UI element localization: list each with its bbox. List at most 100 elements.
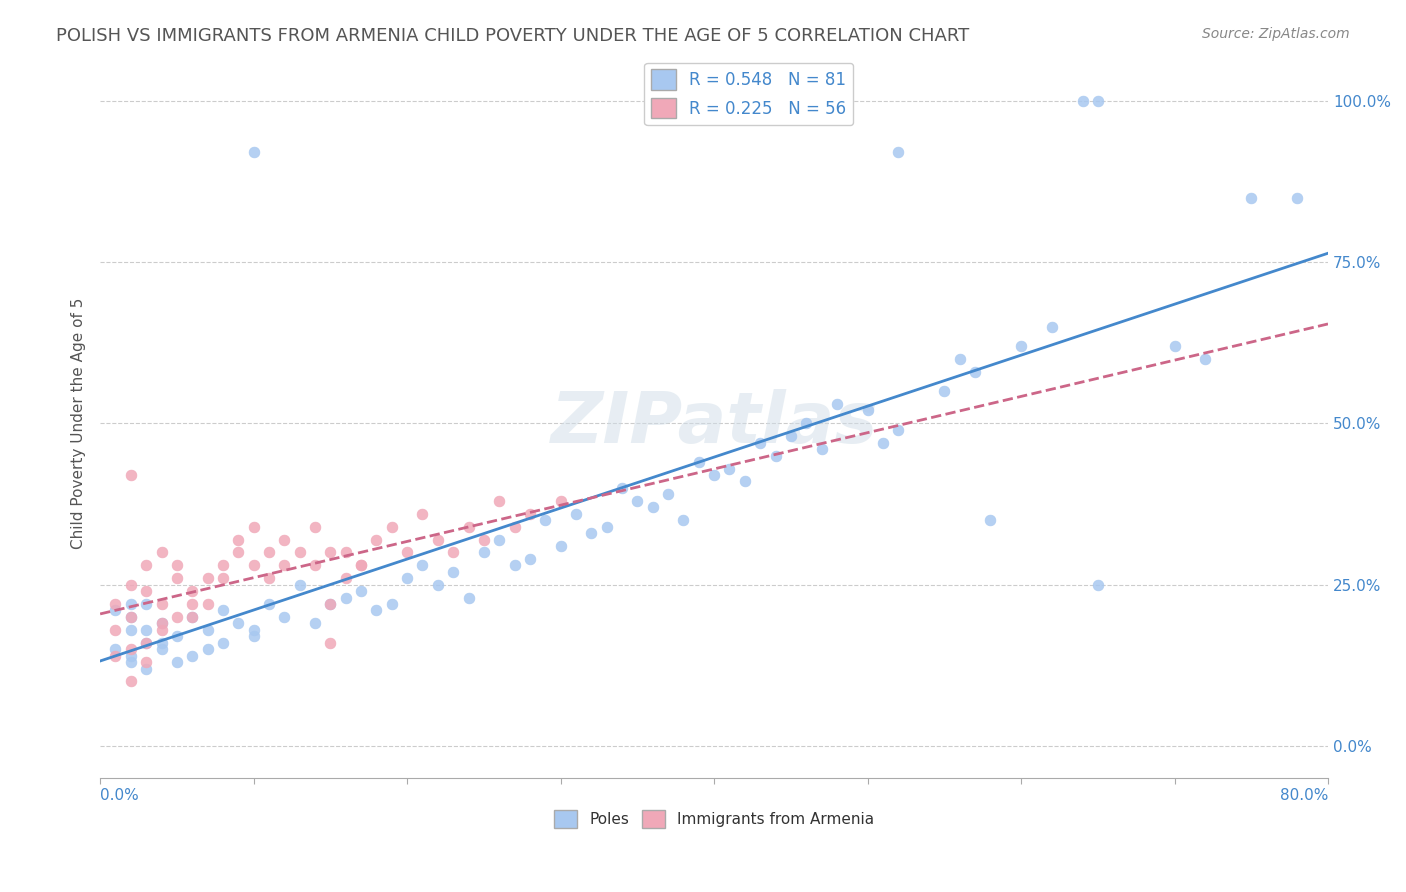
Point <box>166 629 188 643</box>
Point <box>304 616 326 631</box>
Point <box>457 519 479 533</box>
Point <box>319 597 342 611</box>
Point <box>381 519 404 533</box>
Point <box>166 610 188 624</box>
Point <box>1010 339 1032 353</box>
Point <box>610 481 633 495</box>
Point <box>319 545 342 559</box>
Point <box>135 661 157 675</box>
Point <box>120 655 142 669</box>
Point <box>488 533 510 547</box>
Point <box>335 591 357 605</box>
Point <box>565 507 588 521</box>
Point <box>825 397 848 411</box>
Point <box>273 610 295 624</box>
Point <box>534 513 557 527</box>
Point <box>1040 319 1063 334</box>
Point <box>641 500 664 515</box>
Point <box>672 513 695 527</box>
Point <box>197 597 219 611</box>
Point <box>150 642 173 657</box>
Point <box>135 623 157 637</box>
Point <box>1240 190 1263 204</box>
Point <box>135 584 157 599</box>
Point <box>703 467 725 482</box>
Point <box>503 519 526 533</box>
Point <box>872 435 894 450</box>
Point <box>181 610 204 624</box>
Point <box>135 558 157 573</box>
Point <box>441 545 464 559</box>
Point <box>411 558 433 573</box>
Point <box>120 674 142 689</box>
Point <box>135 636 157 650</box>
Point <box>273 558 295 573</box>
Point <box>1163 339 1185 353</box>
Point <box>120 610 142 624</box>
Point <box>949 351 972 366</box>
Point <box>150 616 173 631</box>
Point <box>242 629 264 643</box>
Point <box>887 423 910 437</box>
Point <box>718 461 741 475</box>
Point <box>426 577 449 591</box>
Point <box>734 475 756 489</box>
Point <box>197 623 219 637</box>
Point <box>257 571 280 585</box>
Point <box>304 519 326 533</box>
Point <box>212 636 235 650</box>
Point <box>104 623 127 637</box>
Point <box>104 642 127 657</box>
Point <box>503 558 526 573</box>
Point <box>135 655 157 669</box>
Point <box>396 545 419 559</box>
Point <box>810 442 832 457</box>
Point <box>104 597 127 611</box>
Point <box>396 571 419 585</box>
Point <box>780 429 803 443</box>
Point <box>457 591 479 605</box>
Point <box>288 545 311 559</box>
Point <box>688 455 710 469</box>
Point <box>657 487 679 501</box>
Point <box>1087 577 1109 591</box>
Point <box>226 545 249 559</box>
Point <box>181 648 204 663</box>
Point <box>150 616 173 631</box>
Point <box>472 533 495 547</box>
Point <box>257 597 280 611</box>
Point <box>979 513 1001 527</box>
Point <box>626 493 648 508</box>
Point <box>120 467 142 482</box>
Point <box>273 533 295 547</box>
Point <box>1087 94 1109 108</box>
Point <box>135 636 157 650</box>
Point <box>150 597 173 611</box>
Point <box>166 655 188 669</box>
Point <box>581 526 603 541</box>
Point <box>934 384 956 398</box>
Point <box>150 636 173 650</box>
Point <box>242 623 264 637</box>
Point <box>120 648 142 663</box>
Point <box>120 623 142 637</box>
Point <box>1286 190 1309 204</box>
Point <box>120 642 142 657</box>
Point <box>595 519 617 533</box>
Point <box>965 365 987 379</box>
Point <box>550 493 572 508</box>
Text: 80.0%: 80.0% <box>1279 788 1329 803</box>
Point <box>135 597 157 611</box>
Point <box>550 539 572 553</box>
Point <box>166 571 188 585</box>
Point <box>150 545 173 559</box>
Point <box>197 571 219 585</box>
Point <box>426 533 449 547</box>
Point <box>242 558 264 573</box>
Point <box>366 603 388 617</box>
Point <box>335 545 357 559</box>
Point <box>212 603 235 617</box>
Text: POLISH VS IMMIGRANTS FROM ARMENIA CHILD POVERTY UNDER THE AGE OF 5 CORRELATION C: POLISH VS IMMIGRANTS FROM ARMENIA CHILD … <box>56 27 970 45</box>
Point <box>104 648 127 663</box>
Point <box>319 636 342 650</box>
